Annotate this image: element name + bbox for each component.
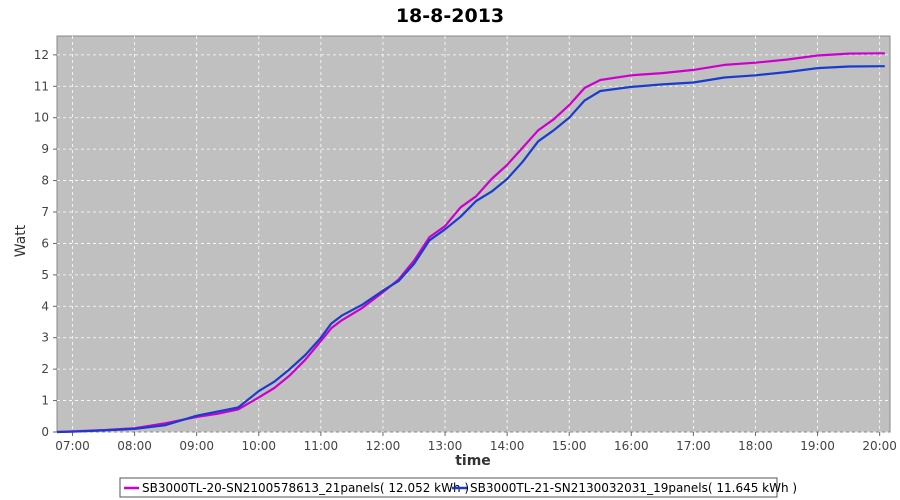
x-tick-label: 13:00 <box>428 439 463 453</box>
y-tick-label: 2 <box>41 362 49 376</box>
legend: SB3000TL-20-SN2100578613_21panels( 12.05… <box>119 477 797 498</box>
x-tick-label: 08:00 <box>117 439 152 453</box>
x-axis-label: time <box>455 453 491 469</box>
series-layer <box>56 52 885 434</box>
series-line-2 <box>56 65 885 434</box>
x-tick-label: 17:00 <box>676 439 711 453</box>
y-tick-label: 7 <box>41 205 49 219</box>
x-tick-label: 15:00 <box>552 439 587 453</box>
chart-title: 18-8-2013 <box>396 5 504 27</box>
x-tick-label: 11:00 <box>304 439 339 453</box>
y-tick-label: 5 <box>41 268 49 282</box>
x-tick-label: 19:00 <box>800 439 835 453</box>
x-tick-label: 10:00 <box>241 439 276 453</box>
plot-area <box>56 35 891 433</box>
legend-box <box>119 477 778 498</box>
series-line-1 <box>56 52 885 434</box>
x-tick-label: 16:00 <box>614 439 649 453</box>
legend-label-series-2: SB3000TL-21-SN2130032031_19panels( 11.64… <box>470 481 797 495</box>
y-tick-label: 0 <box>41 425 49 439</box>
y-tick-label: 3 <box>41 331 49 345</box>
y-tick-label: 6 <box>41 236 49 250</box>
y-tick-label: 9 <box>41 142 49 156</box>
y-tick-label: 11 <box>34 79 49 93</box>
y-tick-label: 12 <box>34 48 49 62</box>
x-tick-label: 14:00 <box>490 439 525 453</box>
x-tick-label: 12:00 <box>366 439 401 453</box>
x-tick-label: 09:00 <box>179 439 214 453</box>
y-axis-label: Watt <box>13 224 29 257</box>
y-tick-label: 4 <box>41 299 49 313</box>
grid-layer <box>57 36 890 433</box>
x-tick-label: 20:00 <box>862 439 897 453</box>
y-tick-label: 1 <box>41 394 49 408</box>
x-tick-label: 07:00 <box>55 439 90 453</box>
legend-label-series-1: SB3000TL-20-SN2100578613_21panels( 12.05… <box>142 481 469 495</box>
y-tick-label: 8 <box>41 174 49 188</box>
x-tick-label: 18:00 <box>738 439 773 453</box>
y-tick-label: 10 <box>34 111 49 125</box>
